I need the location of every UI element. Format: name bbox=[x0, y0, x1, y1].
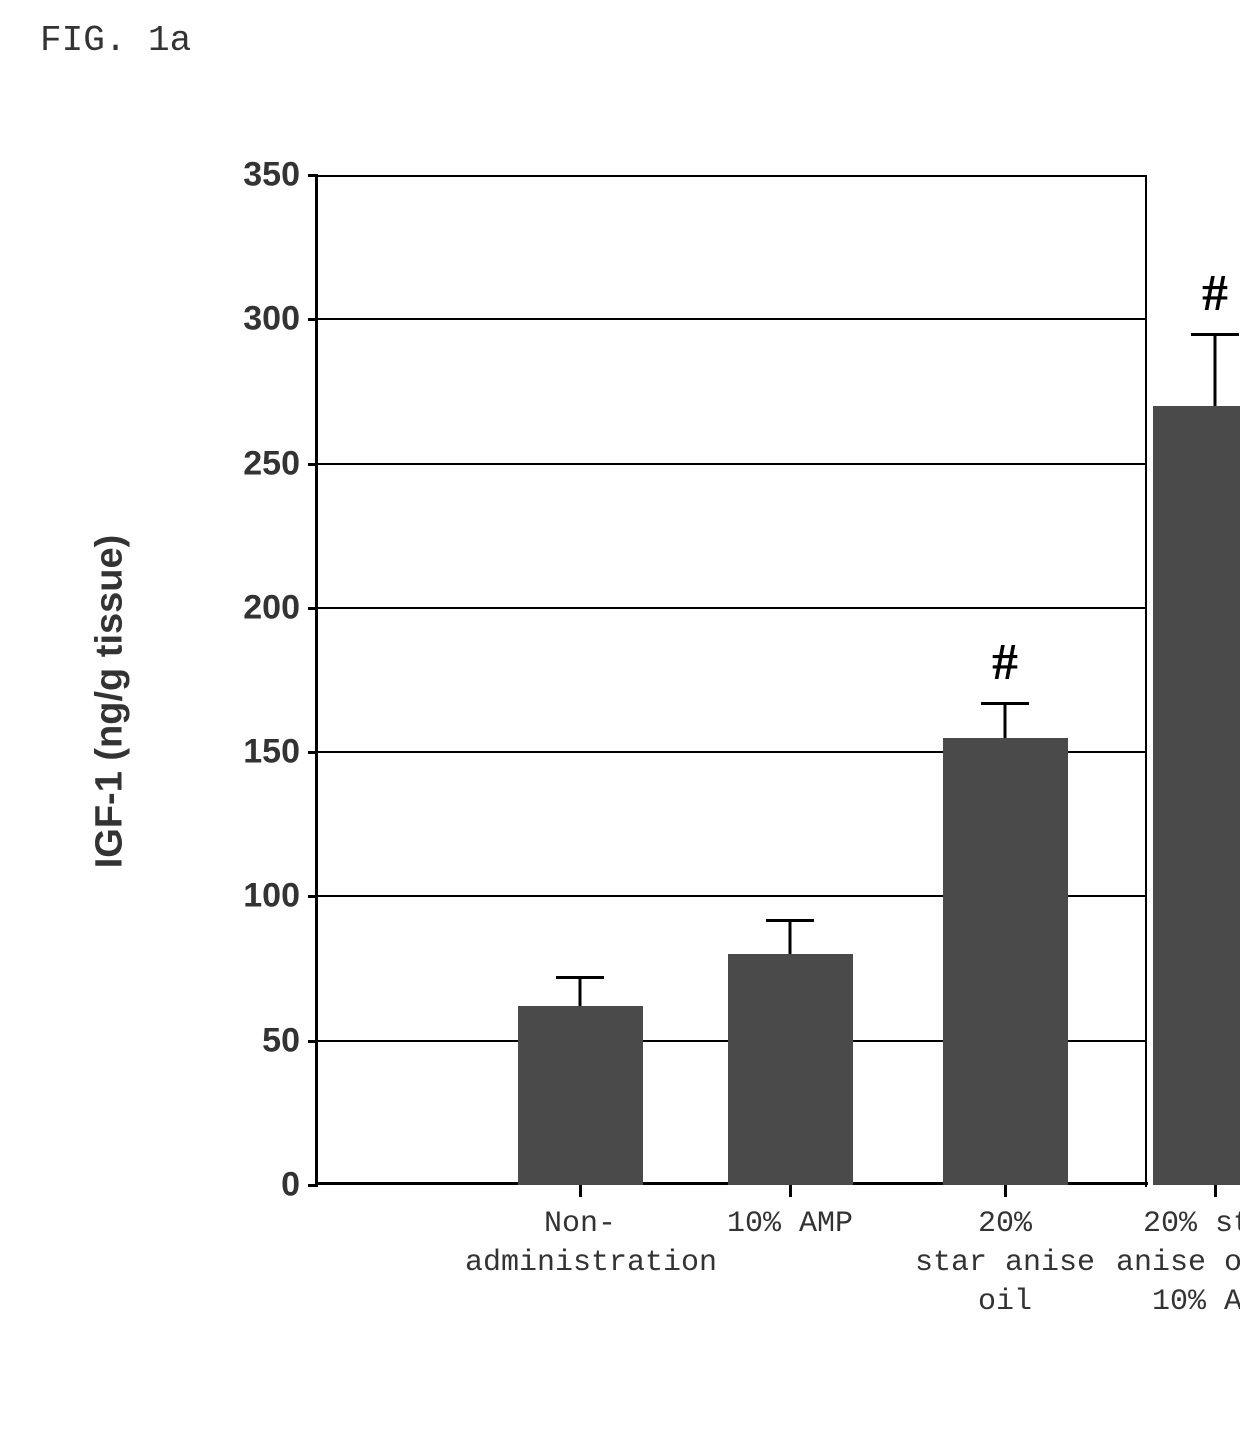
error-bar-cap bbox=[1191, 333, 1239, 336]
error-bar-stem bbox=[1214, 334, 1217, 406]
error-bar-stem bbox=[1004, 703, 1007, 738]
grid-line bbox=[315, 607, 1145, 609]
significance-mark: # bbox=[992, 633, 1018, 692]
x-axis-label: 20% staranise oil +10% AMP bbox=[1100, 1205, 1240, 1322]
bar-fill bbox=[943, 738, 1068, 1185]
y-tick-mark bbox=[308, 751, 318, 754]
x-axis-label: 10% AMP bbox=[675, 1205, 905, 1244]
significance-mark: # bbox=[1202, 264, 1228, 323]
page: FIG. 1a IGF-1 (ng/g tissue) 0 50 100 150 200… bbox=[0, 0, 1240, 1435]
y-tick-label: 250 bbox=[180, 444, 300, 483]
y-tick-label: 50 bbox=[180, 1021, 300, 1060]
bar-fill bbox=[1153, 406, 1240, 1185]
bar: # bbox=[1153, 406, 1240, 1185]
y-tick-mark bbox=[308, 895, 318, 898]
grid-line bbox=[315, 318, 1145, 320]
y-tick-mark bbox=[308, 1040, 318, 1043]
error-bar-cap bbox=[981, 702, 1029, 705]
y-tick-mark bbox=[308, 463, 318, 466]
y-tick-mark bbox=[308, 318, 318, 321]
bar bbox=[518, 1006, 643, 1185]
error-bar-stem bbox=[789, 920, 792, 955]
y-tick-label: 200 bbox=[180, 588, 300, 627]
x-tick-mark bbox=[1214, 1185, 1217, 1197]
y-tick-mark bbox=[308, 174, 318, 177]
bar: # bbox=[943, 738, 1068, 1185]
y-tick-label: 150 bbox=[180, 733, 300, 772]
y-axis-title: IGF-1 (ng/g tissue) bbox=[89, 535, 132, 869]
x-axis-label: Non-administration bbox=[465, 1205, 695, 1283]
grid-line bbox=[315, 463, 1145, 465]
error-bar-stem bbox=[579, 977, 582, 1006]
error-bar-cap bbox=[556, 976, 604, 979]
x-tick-mark bbox=[789, 1185, 792, 1197]
y-axis bbox=[315, 175, 318, 1185]
figure-label: FIG. 1a bbox=[40, 20, 191, 61]
y-tick-label: 100 bbox=[180, 877, 300, 916]
bar-chart: IGF-1 (ng/g tissue) 05010015020025030035… bbox=[170, 175, 1170, 1355]
x-tick-mark bbox=[579, 1185, 582, 1197]
bar-fill bbox=[728, 954, 853, 1185]
error-bar-cap bbox=[766, 919, 814, 922]
x-tick-mark bbox=[1004, 1185, 1007, 1197]
y-tick-label: 350 bbox=[180, 156, 300, 195]
bar-fill bbox=[518, 1006, 643, 1185]
y-tick-label: 300 bbox=[180, 300, 300, 339]
y-tick-label: 0 bbox=[180, 1166, 300, 1205]
bar bbox=[728, 954, 853, 1185]
y-tick-mark bbox=[308, 1184, 318, 1187]
x-axis-label: 20%star aniseoil bbox=[890, 1205, 1120, 1322]
y-tick-mark bbox=[308, 607, 318, 610]
